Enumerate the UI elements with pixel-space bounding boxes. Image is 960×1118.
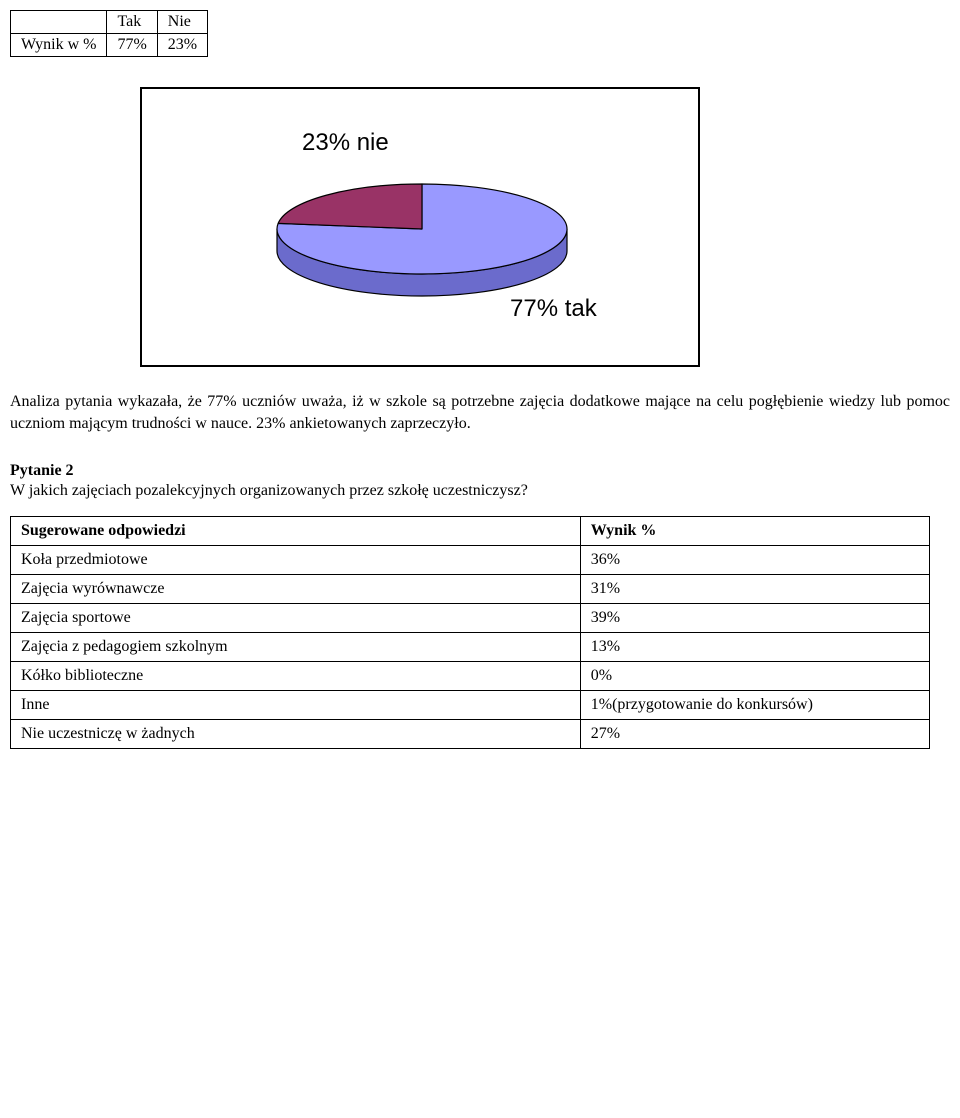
results-table: Sugerowane odpowiedzi Wynik % Koła przed…: [10, 516, 930, 749]
analysis-paragraph: Analiza pytania wykazała, że 77% uczniów…: [10, 391, 950, 434]
results-cell-label: Koła przedmiotowe: [11, 546, 581, 575]
results-cell-label: Nie uczestniczę w żadnych: [11, 720, 581, 749]
table-row: Inne1%(przygotowanie do konkursów): [11, 691, 930, 720]
results-cell-value: 31%: [580, 575, 929, 604]
pie-label-tak: 77% tak: [510, 295, 597, 323]
table-row: Zajęcia sportowe39%: [11, 604, 930, 633]
top-table-empty-cell: [11, 11, 107, 34]
pie-chart: [272, 179, 572, 304]
top-table-val-tak: 77%: [107, 34, 157, 57]
results-cell-label: Kółko biblioteczne: [11, 662, 581, 691]
results-cell-value: 27%: [580, 720, 929, 749]
pie-chart-frame: 23% nie 77% tak: [140, 87, 700, 367]
question-text: W jakich zajęciach pozalekcyjnych organi…: [10, 482, 950, 500]
results-cell-value: 0%: [580, 662, 929, 691]
results-cell-label: Zajęcia z pedagogiem szkolnym: [11, 633, 581, 662]
results-col-value: Wynik %: [580, 517, 929, 546]
results-cell-value: 1%(przygotowanie do konkursów): [580, 691, 929, 720]
table-row: Koła przedmiotowe36%: [11, 546, 930, 575]
results-cell-label: Inne: [11, 691, 581, 720]
results-cell-value: 13%: [580, 633, 929, 662]
table-row: Nie uczestniczę w żadnych27%: [11, 720, 930, 749]
top-small-table: Tak Nie Wynik w % 77% 23%: [10, 10, 208, 57]
top-table-rowlabel: Wynik w %: [11, 34, 107, 57]
top-table-col-tak: Tak: [107, 11, 157, 34]
results-cell-label: Zajęcia wyrównawcze: [11, 575, 581, 604]
table-row: Zajęcia wyrównawcze31%: [11, 575, 930, 604]
top-table-col-nie: Nie: [157, 11, 207, 34]
table-row: Kółko biblioteczne0%: [11, 662, 930, 691]
table-row: Zajęcia z pedagogiem szkolnym13%: [11, 633, 930, 662]
results-cell-value: 39%: [580, 604, 929, 633]
top-table-val-nie: 23%: [157, 34, 207, 57]
pie-label-nie: 23% nie: [302, 129, 389, 157]
results-cell-label: Zajęcia sportowe: [11, 604, 581, 633]
question-title: Pytanie 2: [10, 462, 950, 480]
results-col-label: Sugerowane odpowiedzi: [11, 517, 581, 546]
results-cell-value: 36%: [580, 546, 929, 575]
